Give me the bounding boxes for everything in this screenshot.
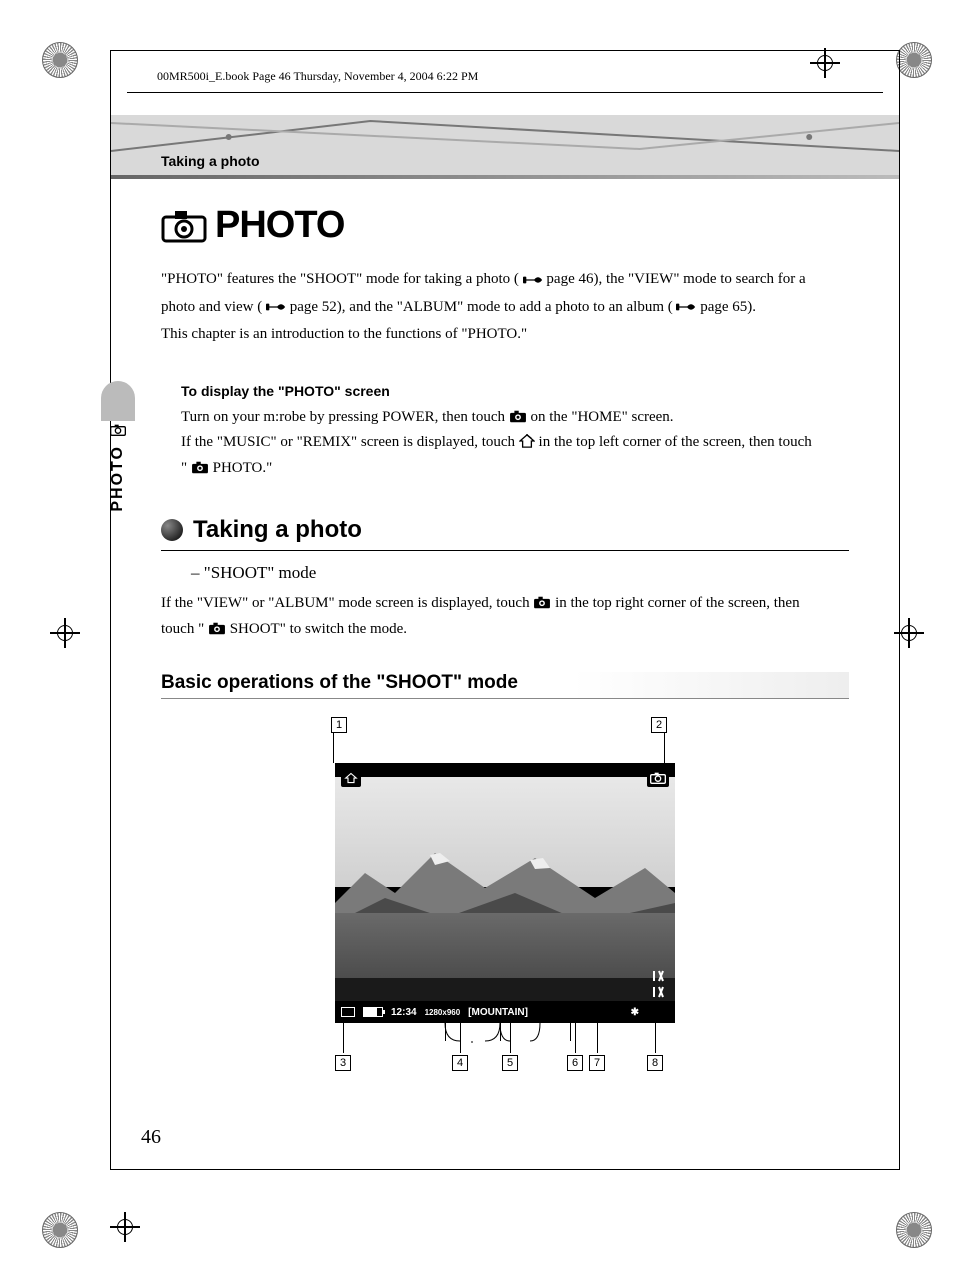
crop-mark-tr	[896, 42, 932, 78]
crop-mark-br	[896, 1212, 932, 1248]
intro-text: page 52), and the "ALBUM" mode to add a …	[290, 299, 673, 315]
display-text: If the "MUSIC" or "REMIX" screen is disp…	[181, 434, 519, 450]
camera-icon	[509, 410, 527, 423]
photo-logo-text: PHOTO	[215, 204, 344, 247]
section-heading: Taking a photo	[193, 516, 362, 544]
display-text: Turn on your m:robe by pressing POWER, t…	[181, 409, 509, 425]
callout-5: 5	[502, 1055, 518, 1071]
callout-4: 4	[452, 1055, 468, 1071]
side-tab: PHOTO	[101, 381, 135, 531]
display-text: in the top left corner of the screen, th…	[539, 434, 812, 450]
brightness-icon: ✱	[631, 1007, 639, 1018]
intro-text: page 46), the "VIEW" mode to search for …	[546, 271, 805, 287]
crop-mark-tl	[42, 42, 78, 78]
figure: 1 2	[315, 717, 695, 1073]
photo-logo: PHOTO	[161, 204, 849, 247]
callout-8: 8	[647, 1055, 663, 1071]
camera-screenshot: 12:34 1280x960 [MOUNTAIN] ✱	[335, 763, 675, 1023]
camera-icon	[208, 622, 226, 635]
intro-text: This chapter is an introduction to the f…	[161, 322, 849, 348]
display-instructions: To display the "PHOTO" screen Turn on yo…	[181, 383, 849, 482]
side-tab-label: PHOTO	[109, 445, 127, 512]
camera-icon	[161, 209, 207, 243]
callout-2: 2	[651, 717, 667, 733]
bullet-icon	[161, 519, 183, 541]
intro-text: "PHOTO" features the "SHOOT" mode for ta…	[161, 271, 519, 287]
section-body: If the "VIEW" or "ALBUM" mode screen is …	[161, 591, 849, 617]
page-frame: 00MR500i_E.book Page 46 Thursday, Novemb…	[110, 50, 900, 1170]
callout-6: 6	[567, 1055, 583, 1071]
chapter-banner: Taking a photo	[111, 115, 899, 175]
body-text: If the "VIEW" or "ALBUM" mode screen is …	[161, 595, 533, 611]
section-body: touch " SHOOT" to switch the mode.	[161, 617, 849, 643]
intro-paragraph: "PHOTO" features the "SHOOT" mode for ta…	[161, 267, 849, 348]
display-text: "	[181, 460, 187, 476]
camera-icon	[191, 461, 209, 474]
status-bar: 12:34 1280x960 [MOUNTAIN] ✱	[335, 1001, 675, 1023]
hand-pointer-icon	[676, 301, 696, 313]
camera-icon	[533, 596, 551, 609]
crop-mark-bl	[42, 1212, 78, 1248]
banner-title: Taking a photo	[161, 153, 260, 169]
status-scene: [MOUNTAIN]	[468, 1007, 528, 1018]
intro-text: page 65).	[700, 299, 756, 315]
running-header: 00MR500i_E.book Page 46 Thursday, Novemb…	[127, 51, 883, 93]
callout-1: 1	[331, 717, 347, 733]
screenshot-camera-icon	[647, 769, 669, 787]
display-heading: To display the "PHOTO" screen	[181, 383, 849, 399]
page-number: 46	[141, 1126, 161, 1149]
hand-pointer-icon	[266, 301, 286, 313]
display-text: on the "HOME" screen.	[531, 409, 674, 425]
home-icon	[519, 434, 535, 448]
body-text: SHOOT" to switch the mode.	[230, 621, 407, 637]
subsection-heading: Basic operations of the "SHOOT" mode	[161, 672, 849, 699]
status-resolution: 1280x960	[425, 1008, 461, 1017]
section-header: Taking a photo	[161, 516, 849, 551]
screenshot-home-icon	[341, 769, 361, 787]
reg-mark-left	[50, 618, 80, 648]
screenshot-zoom-icon	[649, 969, 669, 999]
display-text: PHOTO."	[213, 460, 273, 476]
reg-mark-bottom	[110, 1212, 140, 1242]
callout-7: 7	[589, 1055, 605, 1071]
hand-pointer-icon	[523, 274, 543, 286]
callout-3: 3	[335, 1055, 351, 1071]
intro-text: photo and view (	[161, 299, 262, 315]
body-text: touch "	[161, 621, 204, 637]
battery-icon	[363, 1007, 383, 1017]
wb-icon	[341, 1007, 355, 1017]
section-subtitle: – "SHOOT" mode	[191, 563, 849, 583]
body-text: in the top right corner of the screen, t…	[555, 595, 800, 611]
status-time: 12:34	[391, 1007, 417, 1018]
